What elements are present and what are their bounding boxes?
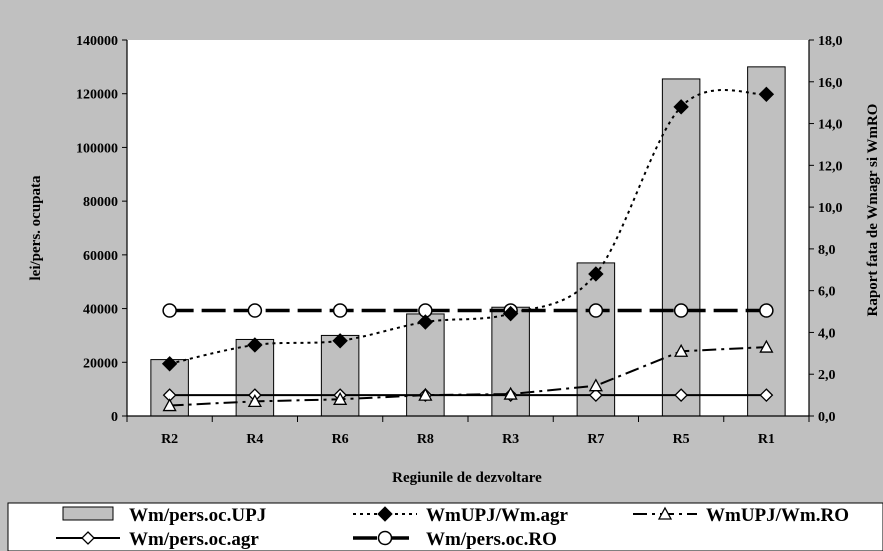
point-r6 bbox=[332, 303, 348, 318]
point-r1 bbox=[758, 86, 775, 103]
legend-label: WmUPJ/Wm.agr bbox=[426, 505, 569, 526]
y-tick-label: 40000 bbox=[83, 303, 118, 318]
series-line bbox=[169, 346, 767, 407]
legend-marker bbox=[657, 506, 673, 520]
y2-tick-label: 12,0 bbox=[818, 159, 843, 174]
point-r1 bbox=[759, 303, 774, 318]
y-tick-label: 80000 bbox=[83, 195, 118, 210]
x-tick-label: R8 bbox=[417, 432, 434, 447]
y2-tick-label: 2,0 bbox=[818, 368, 836, 383]
point-r3 bbox=[502, 305, 519, 322]
x-tick-label: R7 bbox=[587, 432, 604, 447]
point-r8 bbox=[417, 314, 434, 330]
x-tick-label: R1 bbox=[758, 432, 775, 447]
point-r5 bbox=[674, 343, 689, 357]
legend-item-wmupj-wm-ro: WmUPJ/Wm.RO bbox=[633, 505, 849, 526]
y-axis-title: lei/pers. ocupata bbox=[28, 175, 44, 280]
y2-tick-label: 10,0 bbox=[818, 201, 843, 216]
point-r5 bbox=[673, 303, 689, 318]
x-tick-label: R3 bbox=[502, 432, 519, 447]
x-tick-label: R6 bbox=[332, 432, 349, 447]
x-tick-label: R5 bbox=[673, 432, 690, 447]
point-r2 bbox=[162, 398, 177, 412]
y2-tick-label: 18,0 bbox=[818, 34, 843, 49]
y2-tick-label: 14,0 bbox=[818, 118, 843, 133]
legend: Wm/pers.oc.UPJ WmUPJ/Wm.agr WmUPJ/Wm.RO Wm/… bbox=[7, 502, 883, 551]
point-r4 bbox=[247, 337, 263, 353]
y-tick-label: 140000 bbox=[76, 34, 118, 49]
bar-r1 bbox=[747, 66, 786, 417]
legend-item-wm-pers-oc-agr: Wm/pers.oc.agr bbox=[56, 529, 259, 550]
point-r7 bbox=[588, 388, 603, 403]
point-r7 bbox=[588, 303, 604, 318]
bar-r5 bbox=[661, 78, 701, 417]
y2-axis-title: Raport fata de Wmagr si WmRO bbox=[865, 104, 881, 317]
y-tick-label: 60000 bbox=[83, 249, 118, 264]
y-tick-label: 120000 bbox=[76, 88, 118, 103]
point-r3 bbox=[503, 386, 518, 400]
series-wmupj-wm-agr bbox=[161, 86, 775, 372]
point-r6 bbox=[332, 333, 348, 349]
legend-label: Wm/pers.oc.agr bbox=[129, 529, 259, 550]
point-r4 bbox=[247, 303, 263, 318]
y-tick-label: 100000 bbox=[76, 141, 118, 156]
x-tick-label: R4 bbox=[246, 432, 263, 447]
plot-area bbox=[127, 40, 809, 416]
legend-marker bbox=[377, 530, 393, 546]
x-axis-title: Regiunile de dezvoltare bbox=[392, 470, 542, 486]
y2-tick-label: 4,0 bbox=[818, 326, 836, 341]
legend-item-wmupj-wm-agr: WmUPJ/Wm.agr bbox=[353, 505, 569, 526]
point-r5 bbox=[673, 99, 689, 115]
series-wmupj-wm-ro bbox=[162, 339, 774, 412]
legend-label: Wm/pers.oc.UPJ bbox=[129, 505, 266, 526]
legend-label: Wm/pers.oc.RO bbox=[426, 529, 557, 550]
legend-label: WmUPJ/Wm.RO bbox=[706, 505, 849, 526]
point-r5 bbox=[674, 388, 689, 403]
point-r7 bbox=[588, 266, 604, 282]
legend-box bbox=[7, 502, 883, 551]
point-r2 bbox=[161, 356, 178, 372]
y2-tick-label: 6,0 bbox=[818, 285, 836, 300]
y-tick-label: 20000 bbox=[83, 356, 118, 371]
point-r8 bbox=[418, 387, 433, 401]
point-r1 bbox=[759, 388, 774, 403]
x-tick-label: R2 bbox=[161, 432, 178, 447]
y2-tick-label: 16,0 bbox=[818, 76, 843, 91]
point-r2 bbox=[162, 303, 177, 318]
point-r6 bbox=[333, 391, 348, 405]
point-r7 bbox=[588, 378, 603, 392]
legend-item-wm-pers-oc-upj: Wm/pers.oc.UPJ bbox=[62, 505, 266, 526]
y2-tick-label: 0,0 bbox=[818, 410, 836, 425]
point-r4 bbox=[247, 394, 262, 408]
series-wm-pers-oc-ro bbox=[162, 303, 774, 318]
point-r1 bbox=[759, 339, 774, 353]
legend-marker bbox=[377, 506, 393, 522]
legend-item-wm-pers-oc-ro: Wm/pers.oc.RO bbox=[353, 529, 557, 550]
y-tick-label: 0 bbox=[111, 410, 118, 425]
y2-tick-label: 8,0 bbox=[818, 243, 836, 258]
legend-marker bbox=[81, 531, 95, 545]
legend-swatch bbox=[62, 506, 114, 521]
